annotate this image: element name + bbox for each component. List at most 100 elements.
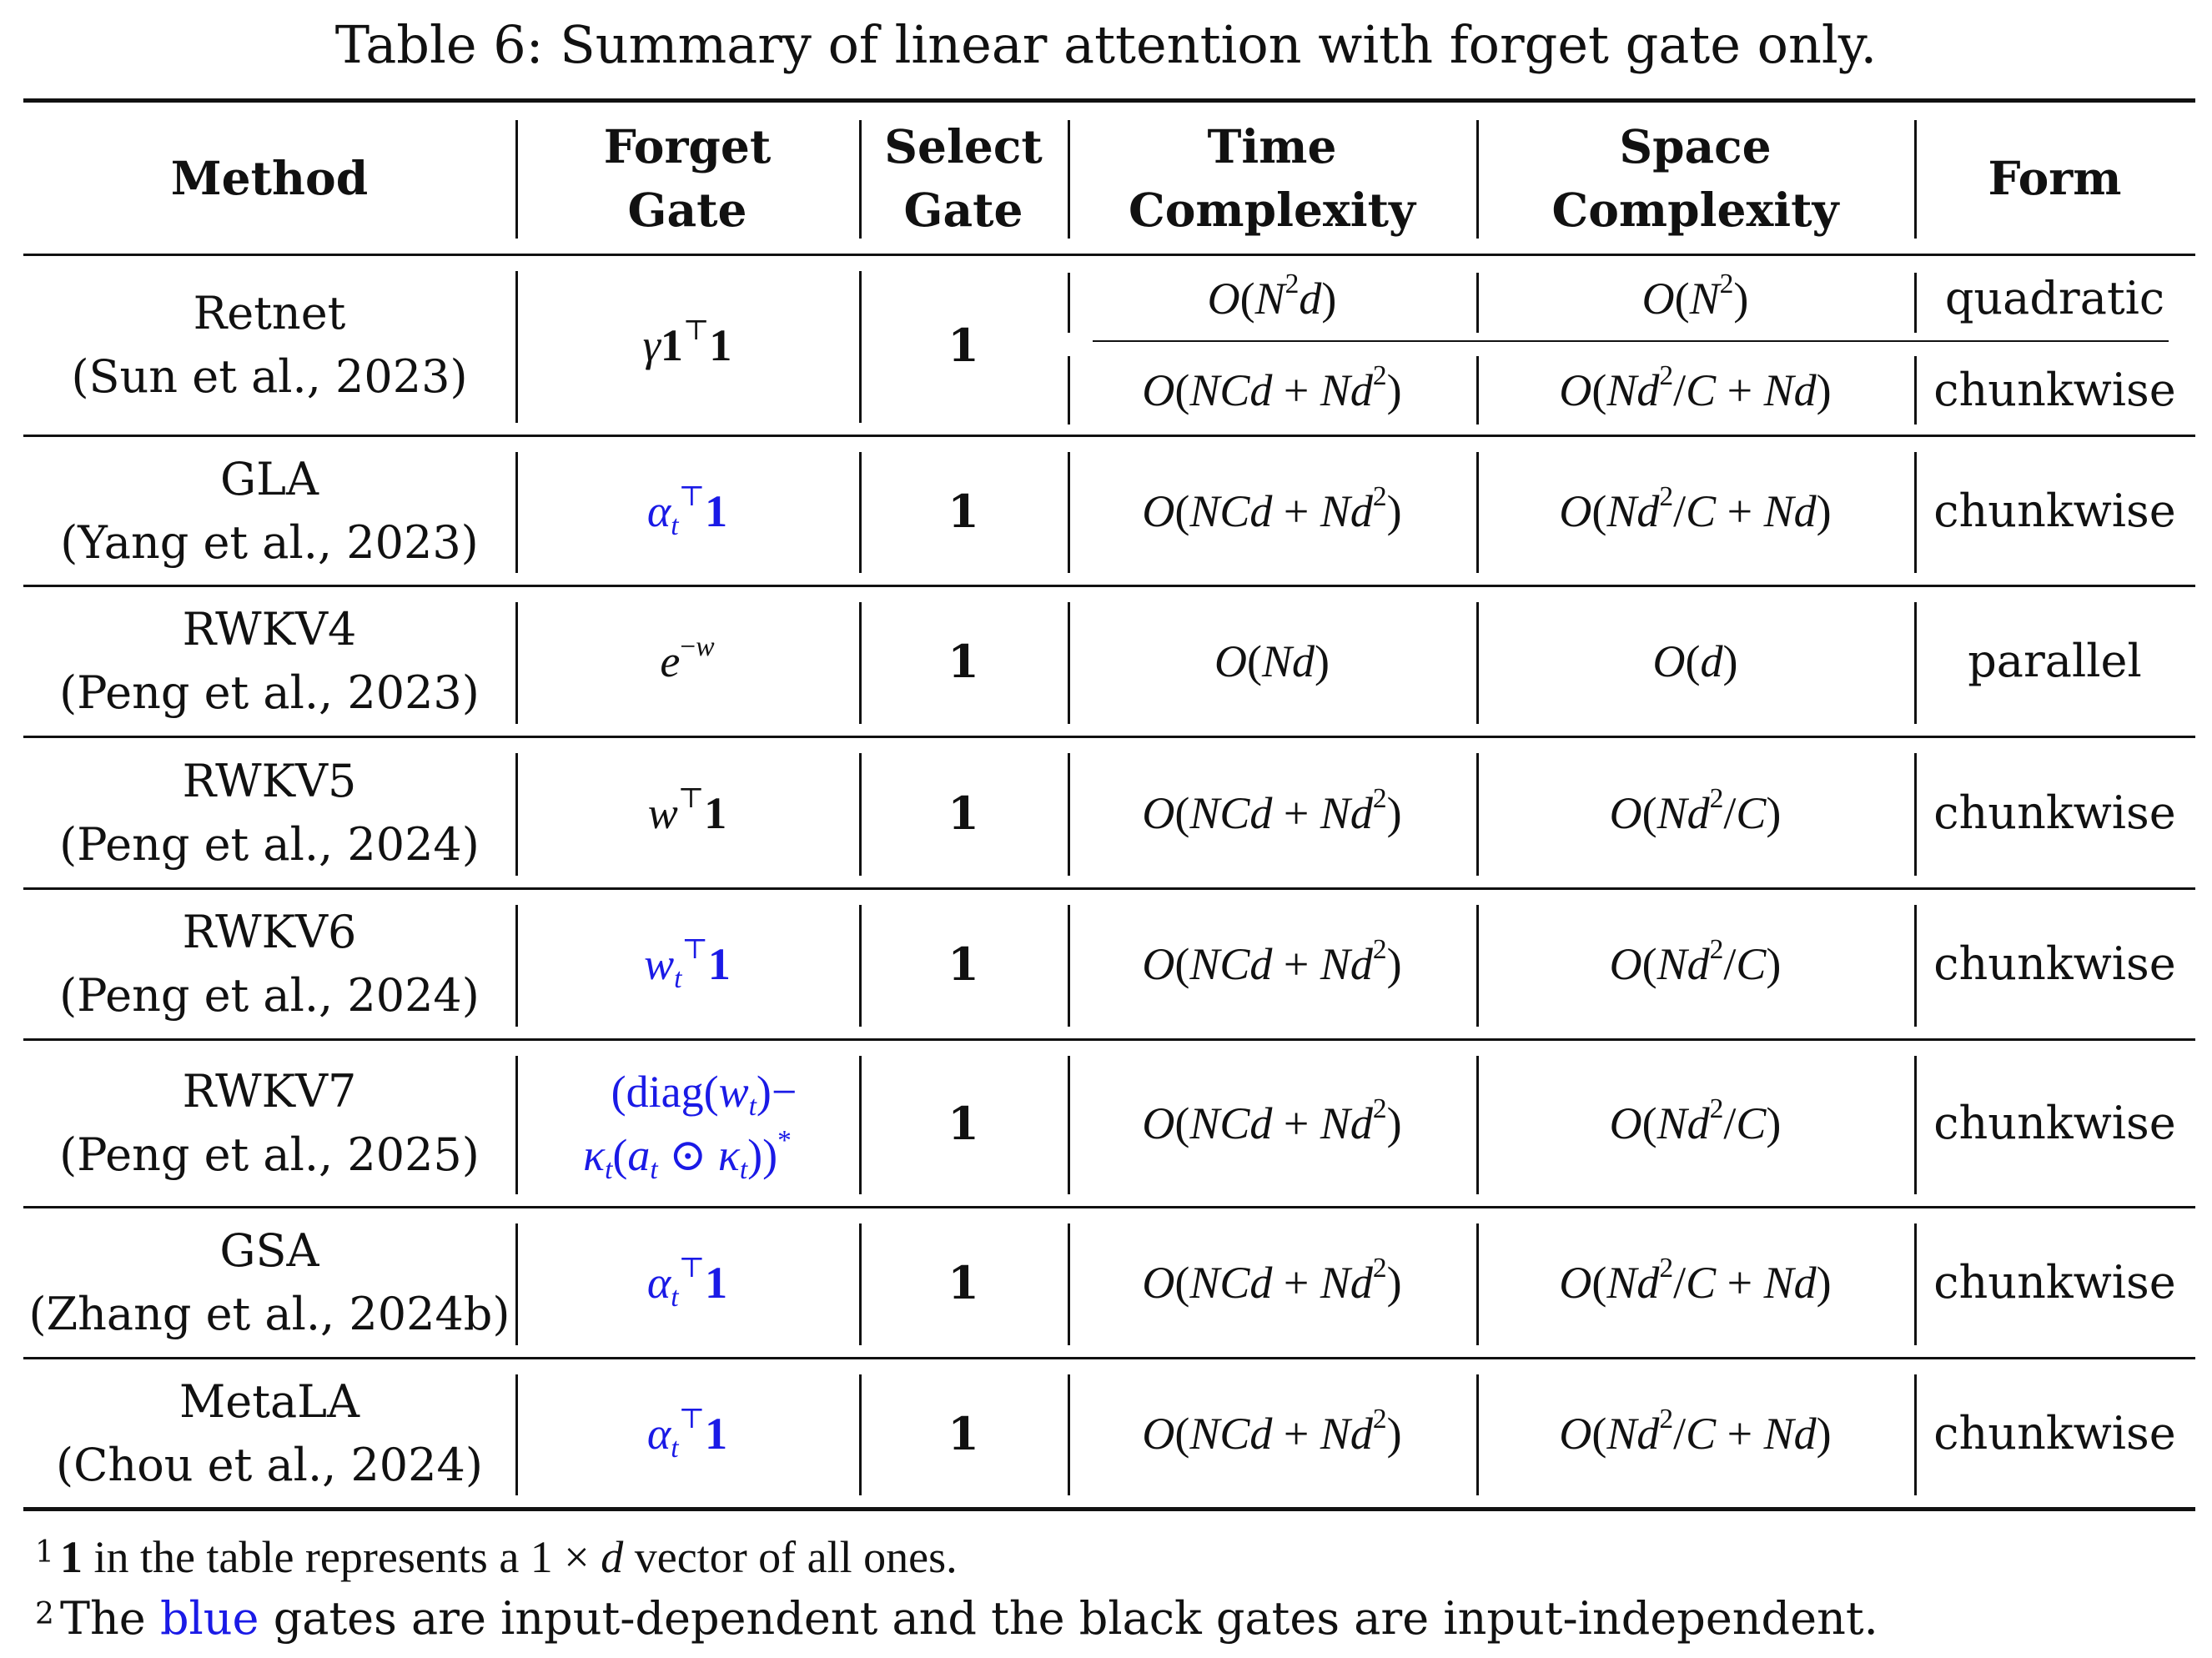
method-cell-rwkv5: RWKV5 (Peng et al., 2024) — [59, 754, 480, 871]
time-metala: O(NCd + Nd2) — [1142, 1403, 1402, 1459]
column-rule — [859, 271, 862, 423]
column-rule — [859, 452, 862, 573]
method-cell-metala: MetaLA (Chou et al., 2024) — [56, 1374, 483, 1491]
column-rule — [1914, 602, 1917, 724]
row-rule — [23, 1038, 2195, 1041]
time-rwkv4: O(Nd) — [1214, 636, 1330, 686]
row-rule — [23, 887, 2195, 890]
space-retnet-quadratic: O(N2) — [1641, 268, 1749, 324]
select-gate-rwkv6: 1 — [948, 937, 979, 991]
column-rule — [1476, 120, 1479, 239]
table-caption: Table 6: Summary of linear attention wit… — [334, 14, 1878, 75]
row-rule — [23, 736, 2195, 738]
footnote-2: 2 The blue gates are input-dependent and … — [35, 1588, 1878, 1650]
column-rule — [1476, 1223, 1479, 1345]
select-gate-rwkv5: 1 — [948, 786, 979, 840]
column-rule — [1068, 905, 1070, 1027]
space-rwkv7: O(Nd2/C) — [1609, 1093, 1782, 1148]
column-rule — [1068, 356, 1070, 425]
method-cell-gla: GLA (Yang et al., 2023) — [60, 452, 479, 569]
time-rwkv7: O(NCd + Nd2) — [1142, 1093, 1402, 1148]
header-select-gate: Select Gate — [884, 119, 1043, 237]
time-retnet-chunkwise: O(NCd + Nd2) — [1142, 359, 1402, 415]
select-gate-rwkv7: 1 — [948, 1097, 979, 1150]
forget-gate-rwkv5: w⊤1 — [647, 782, 727, 838]
row-rule — [23, 585, 2195, 587]
method-cell-gsa: GSA (Zhang et al., 2024b) — [28, 1224, 510, 1340]
column-rule — [859, 753, 862, 876]
column-rule — [1476, 1374, 1479, 1495]
column-rule — [1068, 1056, 1070, 1194]
column-rule — [515, 1223, 518, 1345]
column-rule — [515, 120, 518, 239]
header-rule — [23, 254, 2195, 256]
column-rule — [1914, 1223, 1917, 1345]
method-cell-retnet: Retnet (Sun et al., 2023) — [71, 287, 468, 403]
space-gla: O(Nd2/C + Nd) — [1559, 480, 1832, 536]
header-space-complexity: Space Complexity — [1551, 119, 1839, 237]
header-method: Method — [170, 151, 369, 205]
time-rwkv6: O(NCd + Nd2) — [1142, 933, 1402, 989]
forget-gate-rwkv6: wt⊤1 — [644, 933, 731, 995]
column-rule — [859, 905, 862, 1027]
column-rule — [515, 905, 518, 1027]
row-rule — [23, 1357, 2195, 1359]
column-rule — [515, 753, 518, 876]
forget-gate-gla: αt⊤1 — [646, 480, 728, 541]
column-rule — [859, 120, 862, 239]
form-rwkv6: chunkwise — [1933, 937, 2176, 990]
column-rule — [515, 271, 518, 423]
select-gate-retnet: 1 — [948, 319, 979, 372]
space-rwkv5: O(Nd2/C) — [1609, 782, 1782, 838]
column-rule — [515, 602, 518, 724]
form-gsa: chunkwise — [1933, 1256, 2176, 1309]
column-rule — [1068, 452, 1070, 573]
time-gsa: O(NCd + Nd2) — [1142, 1252, 1402, 1308]
column-rule — [515, 1056, 518, 1194]
column-rule — [859, 1374, 862, 1495]
column-rule — [515, 1374, 518, 1495]
column-rule — [1476, 753, 1479, 876]
select-gate-metala: 1 — [948, 1406, 979, 1460]
column-rule — [1914, 120, 1917, 239]
column-rule — [1068, 273, 1070, 333]
select-gate-gsa: 1 — [948, 1256, 979, 1309]
column-rule — [1914, 356, 1917, 425]
form-gla: chunkwise — [1933, 484, 2176, 537]
column-rule — [1914, 452, 1917, 573]
row-rule — [23, 1206, 2195, 1208]
form-rwkv4: parallel — [1968, 635, 2142, 687]
form-rwkv7: chunkwise — [1933, 1097, 2176, 1149]
column-rule — [1914, 273, 1917, 333]
form-retnet-chunkwise: chunkwise — [1933, 364, 2176, 416]
forget-gate-metala: αt⊤1 — [646, 1403, 728, 1464]
column-rule — [1476, 356, 1479, 425]
retnet-sub-rule — [1093, 340, 2169, 342]
forget-gate-rwkv4: e−w — [660, 631, 715, 686]
bottom-rule — [23, 1507, 2195, 1511]
column-rule — [1068, 602, 1070, 724]
column-rule — [1476, 273, 1479, 333]
blue-word: blue — [159, 1592, 259, 1645]
form-retnet-quadratic: quadratic — [1944, 272, 2165, 324]
header-time-complexity: Time Complexity — [1128, 119, 1416, 237]
time-gla: O(NCd + Nd2) — [1142, 480, 1402, 536]
row-rule — [23, 435, 2195, 437]
column-rule — [1476, 452, 1479, 573]
select-gate-gla: 1 — [948, 484, 979, 538]
header-form: Form — [1988, 151, 2122, 205]
column-rule — [1476, 905, 1479, 1027]
method-cell-rwkv4: RWKV4 (Peng et al., 2023) — [59, 603, 480, 719]
time-retnet-quadratic: O(N2d) — [1207, 268, 1337, 324]
column-rule — [515, 452, 518, 573]
space-retnet-chunkwise: O(Nd2/C + Nd) — [1559, 359, 1832, 415]
select-gate-rwkv4: 1 — [948, 635, 979, 688]
column-rule — [1476, 602, 1479, 724]
column-rule — [1914, 905, 1917, 1027]
column-rule — [1068, 753, 1070, 876]
column-rule — [1068, 120, 1070, 239]
space-rwkv6: O(Nd2/C) — [1609, 933, 1782, 989]
form-rwkv5: chunkwise — [1933, 786, 2176, 839]
column-rule — [1068, 1374, 1070, 1495]
space-rwkv4: O(d) — [1652, 636, 1738, 686]
